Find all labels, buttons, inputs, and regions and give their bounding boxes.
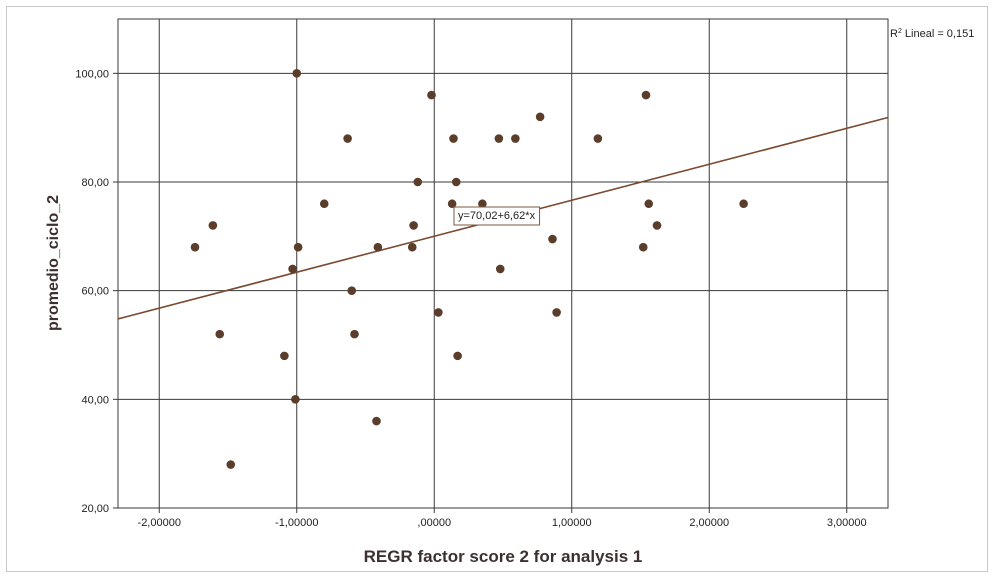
data-point bbox=[427, 90, 436, 100]
data-point bbox=[350, 329, 359, 339]
data-point bbox=[535, 112, 545, 122]
y-tick-label: 60,00 bbox=[81, 286, 109, 298]
data-point bbox=[739, 199, 748, 209]
data-point bbox=[652, 221, 662, 230]
data-point bbox=[208, 221, 218, 230]
data-point bbox=[292, 69, 302, 78]
data-point bbox=[407, 242, 417, 252]
data-point bbox=[638, 242, 648, 252]
grid-lines bbox=[118, 19, 888, 509]
data-point bbox=[494, 134, 504, 143]
x-axis-title: REGR factor score 2 for analysis 1 bbox=[364, 547, 643, 566]
data-points bbox=[190, 69, 748, 469]
x-tick-label: -2,00000 bbox=[138, 517, 181, 529]
data-point bbox=[478, 199, 487, 209]
equation-annotation: y=70,02+6,62*x bbox=[453, 206, 541, 226]
data-point bbox=[644, 199, 654, 209]
data-point bbox=[280, 351, 289, 361]
data-point bbox=[215, 329, 225, 339]
data-point bbox=[641, 90, 651, 100]
r2-prefix: R bbox=[890, 28, 898, 40]
data-point bbox=[511, 134, 520, 143]
data-point bbox=[347, 286, 357, 295]
y-axis-title: promedio_ciclo_2 bbox=[45, 195, 62, 331]
r2-value: Lineal = 0,151 bbox=[902, 28, 974, 40]
data-point bbox=[226, 460, 236, 469]
data-point bbox=[409, 221, 418, 230]
data-point bbox=[343, 134, 352, 143]
y-tick-label: 40,00 bbox=[81, 394, 109, 406]
x-tick-label: 3,00000 bbox=[827, 517, 867, 529]
data-point bbox=[288, 264, 297, 274]
y-tick-label: 20,00 bbox=[81, 503, 109, 515]
data-point bbox=[372, 416, 381, 426]
data-point bbox=[190, 242, 200, 252]
plot-area bbox=[117, 18, 889, 509]
data-point bbox=[373, 242, 383, 252]
y-axis-ticks: 20,00 40,00 60,00 80,00 100,00 bbox=[75, 68, 118, 515]
r2-superscript: 2 bbox=[898, 28, 902, 35]
data-point bbox=[293, 242, 303, 252]
data-point bbox=[495, 264, 505, 274]
data-point bbox=[447, 199, 457, 209]
x-tick-label: -1,00000 bbox=[275, 517, 318, 529]
equation-label: y=70,02+6,62*x bbox=[458, 210, 536, 222]
data-point bbox=[319, 199, 329, 209]
x-tick-label: ,00000 bbox=[417, 517, 451, 529]
y-tick-label: 80,00 bbox=[81, 177, 109, 189]
data-point bbox=[548, 234, 557, 244]
x-tick-label: 1,00000 bbox=[552, 517, 592, 529]
data-point bbox=[449, 134, 458, 143]
data-point bbox=[593, 134, 603, 143]
y-tick-label: 100,00 bbox=[75, 68, 109, 80]
equation-box bbox=[453, 206, 541, 226]
x-tick-label: 2,00000 bbox=[689, 517, 729, 529]
data-point bbox=[291, 395, 300, 404]
r2-label: R2 Lineal = 0,151 bbox=[890, 28, 974, 40]
data-point bbox=[451, 177, 461, 187]
data-point bbox=[552, 308, 561, 317]
data-point bbox=[453, 351, 462, 361]
data-point bbox=[413, 177, 423, 187]
x-axis-ticks: -2,00000 -1,00000 ,00000 1,00000 2,00000 3,00… bbox=[138, 508, 867, 529]
data-point bbox=[434, 308, 443, 317]
